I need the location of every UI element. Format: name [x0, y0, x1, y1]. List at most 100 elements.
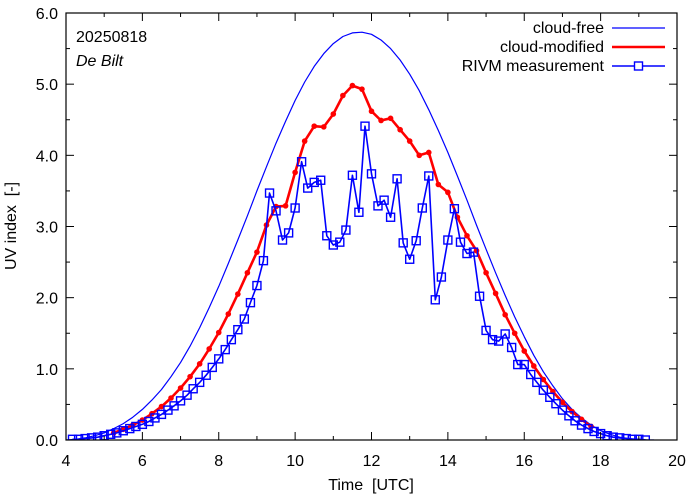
cloud-modified-point: [292, 169, 298, 176]
measurement-point: [526, 369, 536, 380]
cloud-modified-point: [530, 363, 537, 369]
y-tick-label: 4.0: [36, 148, 58, 165]
measurement-point: [557, 405, 568, 415]
measurement-point: [296, 157, 307, 167]
measurement-point: [131, 421, 141, 432]
series-line: [66, 31, 655, 440]
cloud-modified-point: [359, 86, 365, 92]
legend-item: cloud-free: [533, 20, 665, 37]
measurement-point: [360, 121, 370, 131]
cloud-modified-point: [349, 82, 356, 89]
series-cloud-free: [66, 31, 655, 440]
measurement-point: [608, 432, 618, 440]
measurement-point: [175, 396, 186, 406]
y-tick-label: 1.0: [36, 362, 58, 379]
measurement-point: [252, 280, 262, 291]
measurement-point: [118, 426, 128, 436]
y-tick-label: 2.0: [36, 291, 58, 308]
measurement-point: [214, 354, 224, 364]
measurement-point: [182, 390, 192, 400]
measurement-point: [80, 433, 90, 440]
cloud-modified-point: [521, 348, 528, 354]
measurement-point: [583, 423, 593, 434]
axes: 4 6 8 10 12 14 16 18 20 0.0 1.0 2.0 3.0 4.0 5.0 6.0: [36, 6, 686, 470]
measurement-point: [137, 419, 148, 430]
series-line: [72, 125, 646, 440]
y-tick-label: 5.0: [36, 77, 58, 94]
legend: cloud-free cloud-modified RIVM measurement: [462, 20, 665, 75]
cloud-modified-point: [483, 269, 489, 276]
y-tick-label: 6.0: [36, 6, 58, 23]
legend-label: cloud-free: [533, 20, 604, 37]
measurement-point: [615, 433, 625, 440]
x-tick-label: 16: [515, 453, 533, 470]
y-axis-title: UV index [-]: [3, 182, 20, 270]
series-line: [113, 84, 592, 435]
measurement-point: [449, 204, 460, 214]
cloud-modified-point: [378, 117, 384, 124]
measurement-point: [385, 212, 396, 222]
y-tick-label: 0.0: [36, 433, 58, 450]
measurement-point: [316, 175, 326, 185]
x-tick-label: 4: [62, 453, 71, 470]
measurement-point: [86, 433, 97, 440]
measurement-point: [564, 411, 574, 421]
cloud-modified-point: [397, 126, 403, 133]
measurement-point: [398, 238, 408, 248]
cloud-modified-point: [511, 330, 518, 337]
measurement-point: [392, 174, 402, 184]
measurement-point: [443, 235, 453, 245]
cloud-modified-point: [225, 311, 232, 317]
measurement-point: [493, 336, 504, 346]
measurement-point: [589, 426, 599, 437]
cloud-modified-point: [206, 346, 213, 352]
measurement-point: [634, 434, 644, 440]
measurement-point: [92, 432, 103, 440]
measurement-point: [220, 344, 230, 355]
legend-label: RIVM measurement: [462, 58, 605, 75]
cloud-modified-point: [416, 152, 423, 159]
measurement-point: [500, 329, 510, 339]
measurement-point: [277, 235, 288, 245]
measurement-point: [322, 231, 332, 241]
cloud-modified-point: [244, 269, 251, 276]
measurement-point: [462, 248, 472, 259]
measurement-point: [373, 201, 383, 211]
legend-label: cloud-modified: [500, 39, 604, 56]
measurement-point: [207, 362, 217, 373]
measurement-point: [309, 177, 319, 188]
cloud-modified-point: [215, 329, 222, 336]
cloud-modified-point: [282, 203, 289, 209]
measurement-point: [474, 291, 485, 301]
measurement-point: [194, 377, 205, 388]
x-tick-label: 10: [286, 453, 304, 470]
measurement-point: [455, 237, 466, 247]
date-annotation: 20250818: [76, 29, 147, 46]
cloud-modified-point: [330, 111, 337, 117]
legend-item: RIVM measurement: [462, 58, 665, 75]
cloud-modified-point: [435, 181, 442, 188]
cloud-modified-point: [320, 124, 327, 130]
measurement-point: [188, 384, 198, 394]
measurement-point: [112, 428, 122, 438]
measurement-point: [303, 183, 313, 193]
measurement-point: [233, 324, 243, 335]
cloud-modified-point: [177, 385, 184, 391]
measurement-point: [481, 325, 491, 336]
measurement-point: [73, 434, 84, 440]
cloud-modified-point: [406, 138, 413, 144]
measurement-point: [627, 434, 638, 440]
measurement-point: [245, 297, 256, 308]
legend-item: cloud-modified: [500, 39, 665, 56]
plot-frame: [65, 12, 678, 441]
measurement-point: [551, 399, 561, 409]
measurement-point: [487, 334, 498, 345]
cloud-modified-point: [235, 291, 241, 297]
series-cloud-modified: [110, 82, 594, 436]
x-tick-label: 20: [668, 453, 686, 470]
measurement-point: [404, 254, 415, 264]
measurement-point: [545, 392, 555, 402]
cloud-modified-point: [187, 373, 193, 380]
measurement-point: [258, 255, 269, 266]
